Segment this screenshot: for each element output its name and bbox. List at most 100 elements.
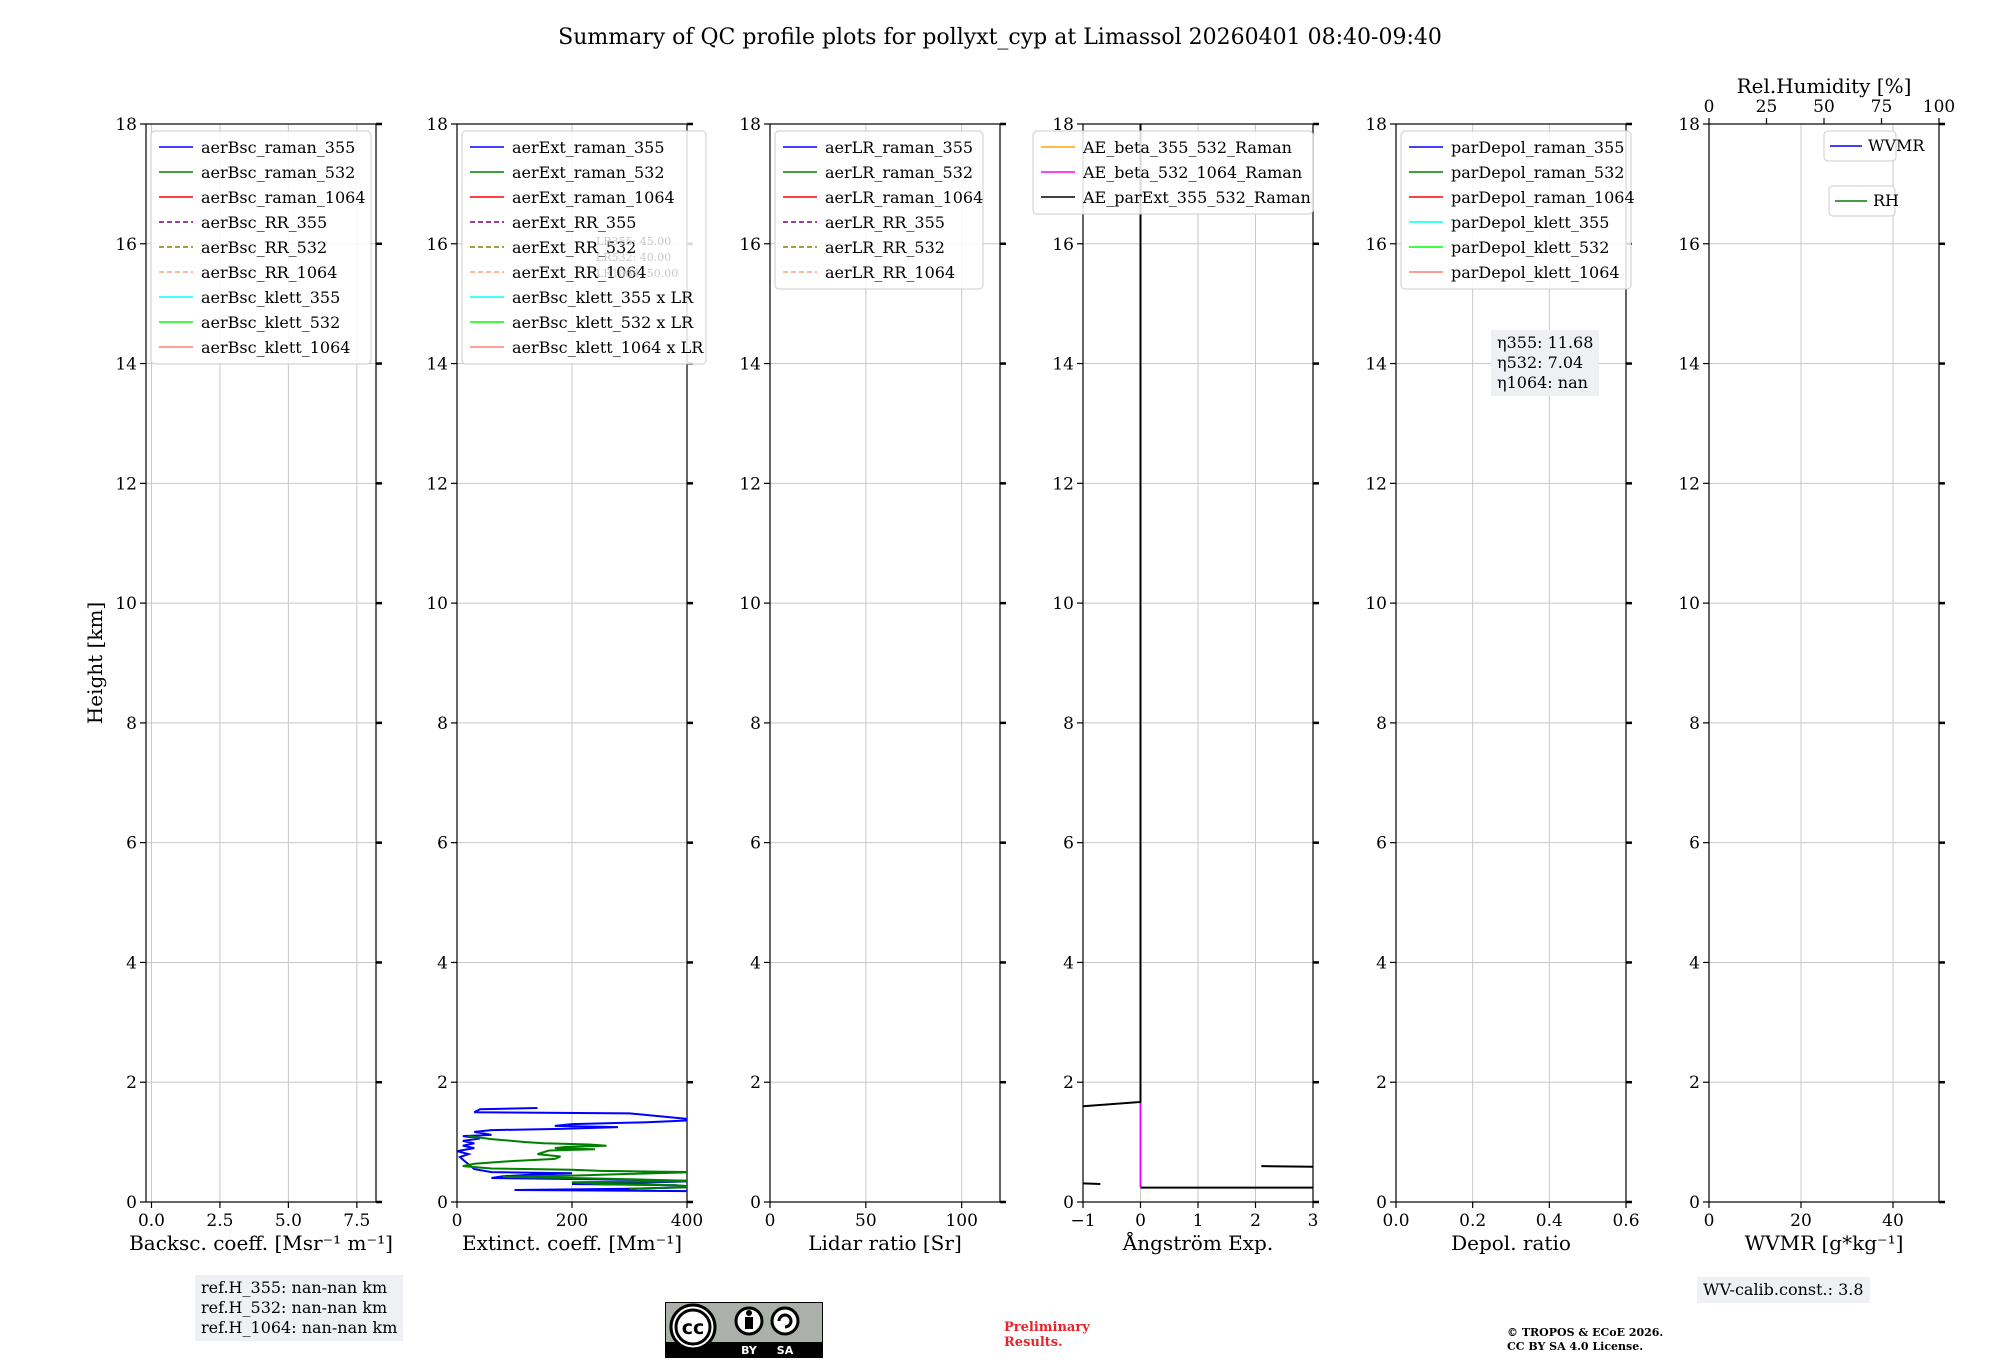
y-tick-label: 18 [1678,115,1700,135]
legend-box [774,130,984,290]
top-x-tick-label: 50 [1813,97,1835,117]
top-x-tick-label: 100 [1923,97,1955,117]
y-tick-label: 0 [126,1193,137,1213]
axes-frame [1708,123,1940,1203]
y-tick-label: 2 [750,1073,761,1093]
legend-label: aerLR_raman_532 [825,163,973,182]
legend-box [1032,130,1314,215]
y-tick-label: 4 [126,953,137,973]
x-tick-label: 0.6 [1612,1211,1639,1231]
preliminary-line-1: Preliminary [1004,1320,1090,1335]
eta-355: η355: 11.68 [1497,333,1594,352]
y-tick-label: 16 [426,235,448,255]
y-tick-label: 14 [1052,355,1074,375]
y-tick-label: 16 [1365,235,1387,255]
legend-box [461,130,707,365]
x-axis-label: Ångström Exp. [1122,1230,1273,1255]
x-axis-label: Extinct. coeff. [Mm⁻¹] [462,1231,682,1255]
legend-label: parDepol_raman_1064 [1451,188,1635,207]
y-tick-label: 10 [115,594,137,614]
wv-calib-box: WV-calib.const.: 3.8 [1697,1277,1870,1303]
y-tick-label: 16 [115,235,137,255]
eta-box: η355: 11.68 η532: 7.04 η1064: nan [1491,330,1600,396]
y-tick-label: 14 [1365,355,1387,375]
x-axis-label: WVMR [g*kg⁻¹] [1745,1231,1904,1255]
legend-label: aerBsc_RR_532 [201,238,327,257]
y-tick-label: 0 [1063,1193,1074,1213]
legend-label: aerBsc_RR_355 [201,213,327,232]
legend-label: parDepol_klett_355 [1451,213,1609,232]
y-tick-label: 6 [126,834,137,854]
y-tick-label: 10 [1365,594,1387,614]
wv-calib-constant: WV-calib.const.: 3.8 [1703,1280,1864,1299]
x-tick-label: 20 [1790,1211,1812,1231]
top-x-tick-label: 0 [1704,97,1715,117]
legend-label: parDepol_klett_532 [1451,238,1609,257]
y-tick-label: 10 [426,594,448,614]
y-tick-label: 2 [1376,1073,1387,1093]
y-tick-label: 18 [115,115,137,135]
preliminary-line-2: Results. [1004,1335,1063,1350]
series-group [457,1107,687,1193]
legend-label: aerExt_raman_355 [512,138,665,157]
x-tick-label: 5.0 [275,1211,302,1231]
lidar-ratio-532: LR532: 40.00 [596,251,672,264]
legend-label: aerExt_RR_355 [512,213,636,232]
legend-label: parDepol_klett_1064 [1451,263,1620,282]
legend-label: aerLR_raman_1064 [825,188,983,207]
y-tick-label: 14 [115,355,137,375]
lidar-ratio-faint-box: LR355: 45.00 LR532: 40.00 LR1064: 50.00 [596,234,678,282]
y-tick-label: 0 [437,1193,448,1213]
ref-height-1064: ref.H_1064: nan-nan km [201,1318,398,1337]
y-tick-label: 0 [750,1193,761,1213]
legend-label: aerLR_RR_532 [825,238,945,257]
y-tick-label: 10 [739,594,761,614]
legend-label: aerBsc_klett_355 x LR [512,288,694,307]
legend-label: aerBsc_RR_1064 [201,263,337,282]
legend-label: aerLR_RR_1064 [825,263,955,282]
x-tick-label: 50 [855,1211,877,1231]
y-tick-label: 6 [750,834,761,854]
axes-frame [1395,123,1627,1203]
y-tick-label: 12 [115,474,137,494]
eta-1064: η1064: nan [1497,373,1588,392]
y-tick-label: 16 [1052,235,1074,255]
x-tick-label: 2 [1250,1211,1261,1231]
y-tick-label: 0 [1376,1193,1387,1213]
series-aerExt_raman_355 [457,1107,687,1193]
y-tick-label: 4 [750,953,761,973]
legend-label: aerBsc_klett_1064 [201,338,350,357]
y-tick-label: 14 [1678,355,1700,375]
legend-label: aerExt_raman_1064 [512,188,675,207]
y-tick-label: 8 [126,714,137,734]
y-tick-label: 14 [739,355,761,375]
legend-label: AE_beta_532_1064_Raman [1082,163,1302,182]
y-tick-label: 18 [739,115,761,135]
series-AE_parExt_355_532_Raman_seg2 [1083,1182,1101,1185]
series-AE_parExt_355_532_Raman_seg1 [1261,1165,1313,1168]
eta-532: η532: 7.04 [1497,353,1584,372]
y-tick-label: 0 [1689,1193,1700,1213]
preliminary-results-note: Preliminary Results. [1004,1320,1090,1350]
y-tick-label: 4 [1689,953,1700,973]
series-group [1083,124,1313,1189]
x-tick-label: 200 [556,1211,588,1231]
x-tick-label: 0.4 [1536,1211,1563,1231]
x-axis-label: Backsc. coeff. [Msr⁻¹ m⁻¹] [129,1231,393,1255]
series-AE_parExt_355_532_Raman_upper [1083,124,1142,1108]
legend-box [1400,130,1632,290]
y-tick-label: 6 [437,834,448,854]
y-tick-label: 2 [1689,1073,1700,1093]
y-tick-label: 12 [1365,474,1387,494]
cc-by-sa-logo: cc BY SA [665,1302,823,1358]
lidar-ratio-1064: LR1064: 50.00 [596,267,679,280]
legend-label: aerBsc_klett_355 [201,288,340,307]
y-tick-label: 8 [1063,714,1074,734]
y-tick-label: 12 [739,474,761,494]
copyright-line-1: © TROPOS & ECoE 2026. [1507,1326,1664,1339]
x-tick-label: 400 [671,1211,703,1231]
y-tick-label: 10 [1052,594,1074,614]
